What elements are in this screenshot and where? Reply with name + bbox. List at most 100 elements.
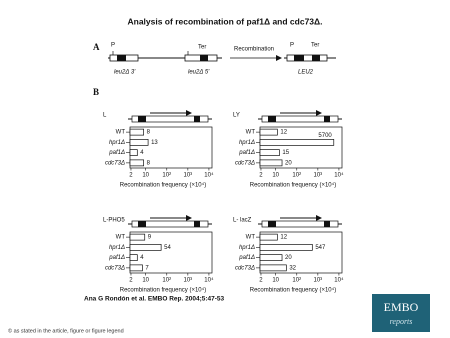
plot-frame bbox=[129, 126, 213, 169]
value-label: 5700 bbox=[318, 133, 332, 139]
value-label: 15 bbox=[282, 150, 289, 156]
x-tick-label: 10³ bbox=[184, 278, 193, 284]
panel-label: B bbox=[93, 87, 99, 97]
construct-box bbox=[261, 115, 339, 123]
bar bbox=[129, 139, 149, 146]
x-axis-label: Recombination frequency (×10⁴) bbox=[120, 287, 206, 294]
value-label: 12 bbox=[280, 130, 287, 136]
construct-arrow-head bbox=[316, 110, 322, 116]
x-tick-label: 2 bbox=[259, 278, 263, 284]
value-label: 20 bbox=[285, 255, 292, 261]
citation: Ana G Rondón et al. EMBO Rep. 2004;5:47-… bbox=[84, 296, 225, 303]
gene-label: leu2Δ 3' bbox=[114, 70, 136, 76]
bar bbox=[259, 244, 313, 251]
bar bbox=[259, 254, 283, 261]
category-label: cdc73Δ bbox=[105, 160, 125, 166]
value-label: 8 bbox=[147, 160, 151, 166]
value-label: 7 bbox=[145, 265, 149, 271]
category-label: hpr1Δ bbox=[109, 245, 125, 251]
category-label: hpr1Δ bbox=[239, 140, 255, 146]
value-label: 4 bbox=[140, 255, 144, 261]
x-tick-label: 2 bbox=[259, 173, 263, 179]
plot-frame bbox=[259, 126, 343, 169]
logo-sub: reports bbox=[390, 317, 413, 326]
bar bbox=[129, 159, 145, 167]
x-tick-label: 10³ bbox=[314, 173, 323, 179]
construct-part bbox=[194, 221, 200, 227]
construct-box bbox=[131, 115, 209, 123]
bar bbox=[129, 149, 138, 156]
value-label: 547 bbox=[315, 245, 326, 251]
footer: © as stated in the article, figure or fi… bbox=[8, 327, 124, 334]
x-tick-label: 10⁴ bbox=[334, 172, 344, 179]
x-tick-label: 10 bbox=[272, 173, 279, 179]
value-label: 54 bbox=[164, 245, 171, 251]
x-tick-label: 10² bbox=[162, 278, 171, 284]
category-label: hpr1Δ bbox=[239, 245, 255, 251]
value-label: 32 bbox=[289, 265, 296, 271]
chart-title: L-PHO5 bbox=[103, 218, 125, 224]
terminator-label: Ter bbox=[311, 43, 319, 49]
value-label: 13 bbox=[151, 140, 158, 146]
category-label: paf1Δ bbox=[108, 150, 125, 156]
x-tick-label: 10 bbox=[272, 278, 279, 284]
category-label: cdc73Δ bbox=[235, 265, 255, 271]
construct-arrow-head bbox=[186, 110, 192, 116]
bar bbox=[259, 149, 280, 156]
x-tick-label: 10² bbox=[292, 173, 301, 179]
chart-title: L bbox=[103, 113, 107, 119]
value-label: 12 bbox=[280, 235, 287, 241]
chart-title: LY bbox=[233, 113, 240, 119]
construct-part bbox=[138, 221, 146, 227]
x-tick-label: 10⁴ bbox=[334, 277, 344, 284]
bar bbox=[259, 233, 278, 241]
plot-frame bbox=[259, 231, 343, 274]
construct-part bbox=[268, 116, 276, 122]
arrow-label: Recombination bbox=[234, 47, 274, 53]
category-label: paf1Δ bbox=[238, 255, 255, 261]
construct-part bbox=[324, 116, 330, 122]
construct-arrow-head bbox=[316, 215, 322, 221]
x-tick-label: 10² bbox=[162, 173, 171, 179]
bar bbox=[129, 233, 146, 241]
x-tick-label: 10 bbox=[142, 278, 149, 284]
construct-part bbox=[268, 221, 276, 227]
x-tick-label: 10 bbox=[142, 173, 149, 179]
x-tick-label: 2 bbox=[129, 278, 133, 284]
x-tick-label: 2 bbox=[129, 173, 133, 179]
x-axis-label: Recombination frequency (×10⁴) bbox=[250, 287, 336, 294]
construct-box bbox=[261, 220, 339, 228]
category-label: cdc73Δ bbox=[235, 160, 255, 166]
category-label: paf1Δ bbox=[108, 255, 125, 261]
value-label: 9 bbox=[148, 235, 152, 241]
plot-frame bbox=[129, 231, 213, 274]
bar bbox=[129, 254, 138, 261]
x-tick-label: 10² bbox=[292, 278, 301, 284]
bar bbox=[259, 159, 283, 167]
bar bbox=[129, 264, 143, 272]
category-label: WT bbox=[246, 235, 256, 241]
figure-title: Analysis of recombination of paf1Δ and c… bbox=[127, 16, 322, 26]
x-tick-label: 10⁴ bbox=[204, 172, 214, 179]
bar bbox=[129, 128, 145, 136]
category-label: WT bbox=[246, 130, 256, 136]
construct-part bbox=[324, 221, 330, 227]
category-label: WT bbox=[116, 130, 126, 136]
gene-label: leu2Δ 5' bbox=[188, 70, 210, 76]
logo: EMBO reports bbox=[372, 294, 430, 332]
construct-box bbox=[131, 220, 209, 228]
logo-name: EMBO bbox=[384, 300, 419, 314]
promoter-label: P bbox=[290, 43, 294, 49]
bar bbox=[259, 139, 335, 146]
x-tick-label: 10⁴ bbox=[204, 277, 214, 284]
category-label: paf1Δ bbox=[238, 150, 255, 156]
terminator-label: Ter bbox=[198, 45, 206, 51]
category-label: cdc73Δ bbox=[105, 265, 125, 271]
bar bbox=[259, 264, 287, 272]
category-label: WT bbox=[116, 235, 126, 241]
construct-diagram bbox=[108, 51, 336, 62]
bar bbox=[259, 128, 278, 136]
x-axis-label: Recombination frequency (×10⁴) bbox=[250, 182, 336, 189]
x-axis-label: Recombination frequency (×10⁴) bbox=[120, 182, 206, 189]
